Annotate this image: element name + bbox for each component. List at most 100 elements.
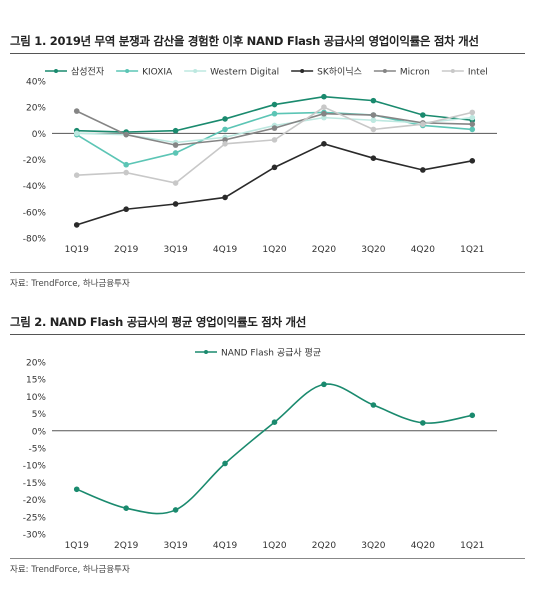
x-tick-label: 4Q19	[213, 245, 238, 255]
data-point	[222, 460, 228, 467]
data-point	[222, 126, 228, 133]
figure-1-title: 그림 1. 2019년 무역 분쟁과 감산을 경험한 이후 NAND Flash…	[10, 34, 479, 48]
x-tick-label: 1Q20	[262, 245, 287, 255]
legend-marker	[450, 69, 455, 73]
x-tick-label: 1Q21	[460, 245, 484, 255]
data-point	[420, 420, 426, 426]
legend-marker	[193, 69, 198, 73]
y-tick-label: -80%	[23, 235, 47, 245]
data-point	[123, 206, 129, 213]
series-line	[76, 142, 473, 226]
data-point	[271, 419, 278, 425]
series-line	[76, 106, 473, 184]
y-tick-label: 5%	[32, 410, 47, 420]
y-tick-label: 10%	[26, 393, 46, 403]
data-point	[321, 110, 327, 117]
y-tick-label: 40%	[26, 78, 46, 88]
legend-marker	[125, 69, 130, 73]
data-point	[271, 164, 278, 171]
y-tick-label: -10%	[23, 462, 47, 472]
x-tick-label: 3Q20	[361, 245, 386, 255]
x-tick-label: 2Q20	[312, 541, 337, 551]
legend-marker	[300, 69, 305, 73]
figure-1-source: 자료: TrendForce, 하나금융투자	[10, 279, 130, 289]
data-point	[172, 201, 179, 207]
data-point	[321, 114, 327, 121]
figure-1-top-rule	[10, 53, 525, 54]
data-point	[469, 412, 476, 419]
data-point	[271, 101, 278, 108]
data-point	[172, 180, 179, 186]
data-point	[370, 112, 377, 118]
y-tick-label: -60%	[23, 208, 47, 218]
data-point	[172, 507, 179, 513]
legend-label: NAND Flash 공급사 평균	[221, 348, 321, 359]
y-tick-label: -15%	[23, 479, 47, 489]
data-point	[370, 117, 377, 124]
legend-marker	[382, 69, 387, 73]
data-point	[222, 137, 228, 143]
data-point	[469, 158, 476, 164]
y-tick-label: -30%	[23, 531, 47, 541]
data-point	[469, 114, 476, 121]
data-point	[469, 126, 476, 133]
data-point	[321, 93, 327, 100]
data-point	[73, 130, 80, 137]
legend-label: Micron	[400, 68, 430, 78]
figure-2-source: 자료: TrendForce, 하나금융투자	[10, 565, 130, 575]
data-point	[73, 222, 80, 228]
x-tick-label: 2Q20	[312, 245, 337, 255]
x-tick-label: 3Q20	[361, 541, 386, 551]
y-tick-label: -20%	[23, 496, 47, 506]
x-tick-label: 2Q19	[114, 541, 139, 551]
data-point	[321, 141, 327, 147]
data-point	[222, 194, 228, 201]
legend-label: SK하이닉스	[317, 67, 362, 78]
series-line	[76, 383, 473, 515]
data-point	[271, 137, 278, 143]
data-point	[73, 172, 80, 178]
y-tick-label: 0%	[32, 427, 47, 437]
x-tick-label: 4Q20	[411, 245, 436, 255]
data-point	[123, 161, 129, 168]
figure-1-bottom-rule	[10, 272, 525, 273]
x-tick-label: 4Q20	[411, 541, 436, 551]
data-point	[172, 150, 179, 156]
chart-2: -30% -25% -20% -15% -10% -5% 0% 5% 10% 15% 20% 1Q19…	[23, 348, 497, 551]
x-tick-label: 2Q19	[114, 245, 139, 255]
data-point	[123, 169, 129, 176]
y-tick-label: -40%	[23, 182, 47, 192]
figure-2-top-rule	[10, 334, 525, 335]
y-tick-label: 15%	[26, 376, 46, 386]
legend-label: Intel	[468, 68, 488, 78]
data-point	[73, 486, 80, 493]
legend-marker	[54, 69, 58, 73]
figure-2-bottom-rule	[10, 558, 525, 559]
data-point	[370, 155, 377, 161]
legend-label: KIOXIA	[142, 68, 173, 78]
x-tick-label: 1Q19	[65, 245, 90, 255]
y-tick-label: -5%	[28, 445, 46, 455]
x-tick-label: 1Q21	[460, 541, 484, 551]
data-point	[123, 131, 129, 138]
y-tick-label: -20%	[23, 156, 47, 166]
legend-label: 삼성전자	[71, 67, 105, 78]
data-point	[420, 167, 426, 173]
figure-2-title: 그림 2. NAND Flash 공급사의 평균 영업이익률도 점차 개선	[10, 315, 307, 329]
y-tick-label: 20%	[26, 359, 46, 369]
x-tick-label: 3Q19	[163, 245, 188, 255]
data-point	[370, 126, 377, 133]
x-tick-label: 4Q19	[213, 541, 238, 551]
x-tick-label: 1Q19	[65, 541, 90, 551]
data-point	[370, 402, 377, 408]
legend-marker	[204, 350, 208, 354]
y-tick-label: 0%	[32, 130, 47, 140]
chart-1: -80% -60% -40% -20% 0% 20% 40% 1Q19 2Q19 3Q19 4Q19…	[23, 67, 497, 255]
x-tick-label: 1Q20	[262, 541, 287, 551]
data-point	[420, 121, 426, 127]
y-tick-label: -25%	[23, 513, 47, 523]
data-point	[469, 109, 476, 116]
data-point	[123, 505, 129, 511]
data-point	[73, 108, 80, 114]
data-point	[172, 127, 179, 134]
